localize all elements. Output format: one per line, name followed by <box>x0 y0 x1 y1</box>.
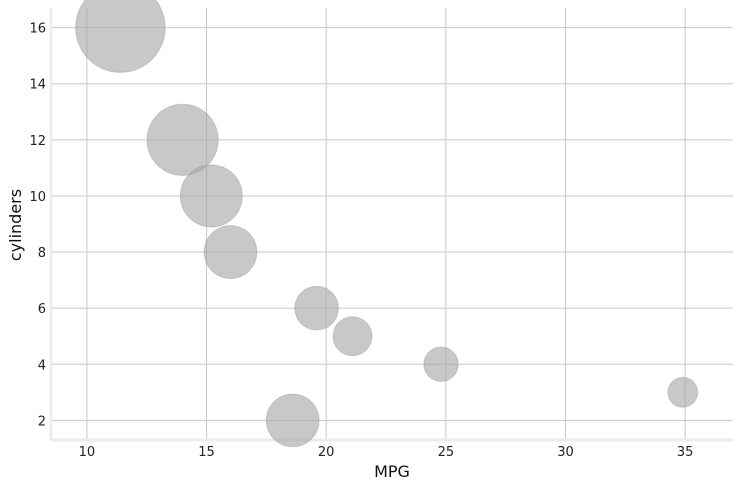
y-tick-label: 6 <box>38 302 46 317</box>
x-tick-label: 35 <box>677 445 694 460</box>
bubbles <box>75 0 699 448</box>
y-tick-label: 10 <box>29 190 46 205</box>
x-tick-labels: 10 15 20 25 30 35 <box>79 445 694 460</box>
y-tick-label: 8 <box>38 246 46 261</box>
x-tick-label: 15 <box>198 445 215 460</box>
x-tick-label: 30 <box>557 445 574 460</box>
y-tick-label: 12 <box>29 134 46 149</box>
x-axis-title: MPG <box>374 462 410 481</box>
plot-frame <box>49 8 733 442</box>
data-point <box>423 346 459 382</box>
data-point <box>265 393 320 448</box>
y-tick-label: 16 <box>29 22 46 37</box>
grid <box>51 8 733 440</box>
x-tick-label: 20 <box>318 445 335 460</box>
y-tick-label: 2 <box>38 414 46 429</box>
y-tick-label: 14 <box>29 78 46 93</box>
y-tick-labels: 2 4 6 8 10 12 14 16 <box>29 22 46 430</box>
data-point <box>294 285 339 331</box>
y-axis-title: cylinders <box>6 189 25 261</box>
data-point <box>179 164 243 228</box>
data-point <box>75 0 166 73</box>
data-point <box>667 376 699 408</box>
data-point <box>332 316 373 357</box>
x-tick-label: 10 <box>79 445 96 460</box>
data-point <box>146 103 219 176</box>
y-tick-label: 4 <box>38 358 46 373</box>
x-tick-label: 25 <box>438 445 455 460</box>
data-point <box>203 225 258 279</box>
